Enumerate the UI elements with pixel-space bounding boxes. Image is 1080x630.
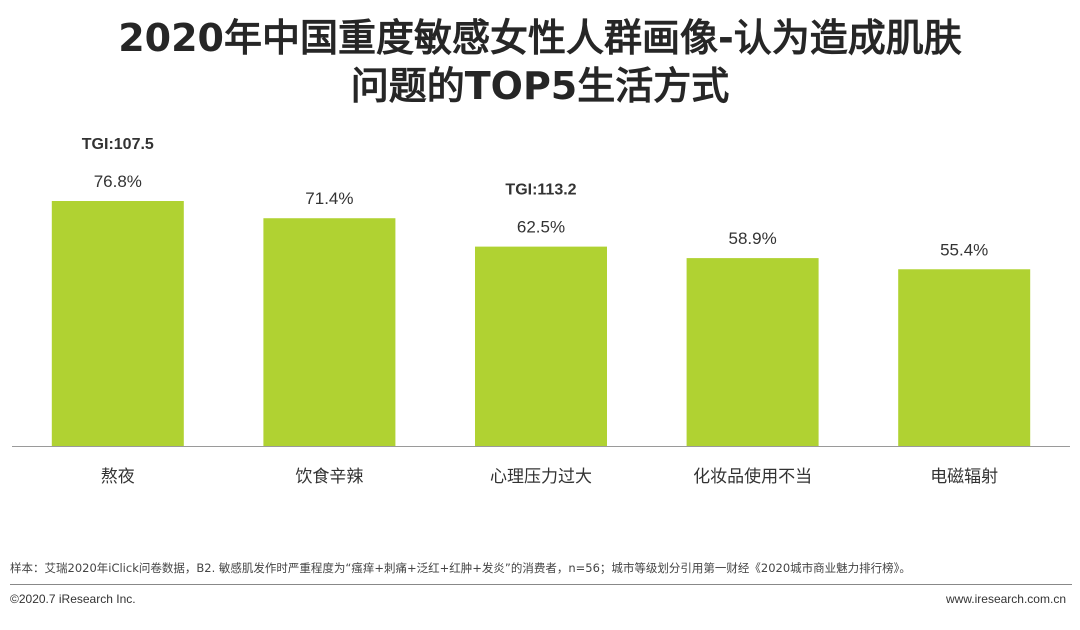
copyright-text: ©2020.7 iResearch Inc. bbox=[10, 592, 136, 606]
category-label: 电磁辐射 bbox=[930, 467, 998, 487]
footer-divider bbox=[10, 584, 1072, 585]
sample-note: 样本：艾瑞2020年iClick问卷数据，B2. 敏感肌发作时严重程度为“瘙痒+… bbox=[10, 561, 911, 575]
category-label: 化妆品使用不当 bbox=[693, 466, 812, 487]
bar-chart: 76.8% 熬夜 TGI:107.5 71.4% 饮食辛辣 62.5% 心理压力过大 TGI:… bbox=[12, 136, 1070, 487]
value-label: 76.8% bbox=[94, 172, 142, 191]
tgi-annotation: TGI:113.2 bbox=[505, 182, 576, 199]
bar bbox=[51, 201, 184, 446]
bar bbox=[898, 269, 1031, 446]
category-label: 心理压力过大 bbox=[490, 467, 592, 487]
category-label: 饮食辛辣 bbox=[295, 467, 363, 487]
chart-title-line-1: 2020年中国重度敏感女性人群画像-认为造成肌肤 bbox=[118, 16, 962, 60]
category-label: 熬夜 bbox=[101, 466, 135, 487]
bar bbox=[263, 218, 396, 446]
value-label: 71.4% bbox=[305, 189, 353, 208]
tgi-annotation: TGI:107.5 bbox=[82, 136, 154, 153]
chart-title: 2020年中国重度敏感女性人群画像-认为造成肌肤 问题的TOP5生活方式 bbox=[0, 14, 1080, 110]
website-url: www.iresearch.com.cn bbox=[945, 592, 1066, 606]
value-label: 58.9% bbox=[728, 229, 776, 248]
bar bbox=[475, 246, 607, 446]
value-label: 55.4% bbox=[940, 240, 988, 259]
chart-title-line-2: 问题的TOP5生活方式 bbox=[350, 64, 730, 108]
value-label: 62.5% bbox=[517, 218, 565, 237]
bar bbox=[686, 258, 819, 446]
